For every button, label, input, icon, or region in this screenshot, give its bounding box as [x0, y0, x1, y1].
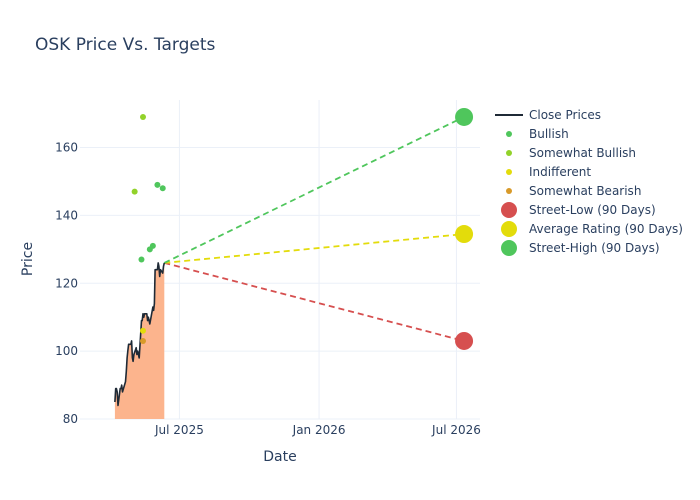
- legend-swatch: [506, 150, 512, 156]
- rating-point: [154, 181, 161, 188]
- y-axis-ticks: 80 100 120 140 160: [55, 141, 78, 426]
- target-line: [164, 233, 465, 264]
- legend: Close Prices Bullish Somewhat Bullish Indif…: [495, 108, 683, 256]
- y-tick-label: 140: [55, 208, 78, 222]
- close-price-area: [114, 262, 165, 419]
- legend-label: Somewhat Bearish: [529, 184, 641, 198]
- legend-swatch: [501, 240, 517, 256]
- legend-label: Average Rating (90 Days): [529, 222, 683, 236]
- target-marker: [455, 107, 474, 126]
- target-lines: [163, 116, 465, 342]
- x-tick-label: Jan 2026: [292, 423, 346, 437]
- legend-label: Bullish: [529, 127, 569, 141]
- legend-swatch: [506, 131, 512, 137]
- legend-label: Street-High (90 Days): [529, 241, 660, 255]
- rating-point: [159, 185, 166, 192]
- legend-swatch: [506, 169, 512, 175]
- rating-point: [139, 337, 146, 344]
- x-tick-label: Jul 2026: [431, 423, 481, 437]
- rating-point: [138, 256, 145, 263]
- legend-swatch: [501, 221, 517, 237]
- target-markers: [455, 107, 474, 350]
- y-tick-label: 100: [55, 344, 78, 358]
- y-tick-label: 120: [55, 276, 78, 290]
- legend-label: Close Prices: [529, 108, 601, 122]
- x-axis-ticks: Jul 2025 Jan 2026 Jul 2026: [154, 423, 481, 437]
- target-marker: [455, 225, 474, 244]
- x-axis-title: Date: [263, 449, 296, 465]
- legend-swatch: [506, 188, 512, 194]
- legend-label: Indifferent: [529, 165, 591, 179]
- rating-point: [149, 242, 156, 249]
- rating-point: [139, 113, 146, 120]
- target-line: [163, 116, 465, 264]
- y-tick-label: 80: [63, 412, 78, 426]
- target-marker: [455, 331, 474, 350]
- y-axis-title: Price: [20, 242, 36, 276]
- y-tick-label: 160: [55, 141, 78, 155]
- close-price-fill: [114, 262, 165, 419]
- close-price-line-layer: [114, 262, 166, 407]
- legend-swatch: [501, 202, 517, 218]
- chart-title: OSK Price Vs. Targets: [35, 35, 215, 55]
- rating-point: [139, 327, 146, 334]
- rating-points: [131, 113, 166, 344]
- legend-label: Street-Low (90 Days): [529, 203, 656, 217]
- target-line: [164, 262, 465, 342]
- x-tick-label: Jul 2025: [154, 423, 204, 437]
- close-price-line: [114, 262, 166, 407]
- rating-point: [131, 188, 138, 195]
- legend-label: Somewhat Bullish: [529, 146, 636, 160]
